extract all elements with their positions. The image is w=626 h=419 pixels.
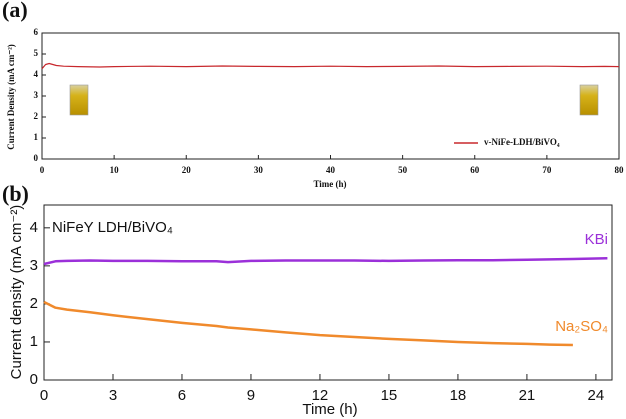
x-tick-label: 15	[381, 387, 398, 404]
series-line	[41, 62, 620, 70]
x-tick-label: 30	[254, 165, 264, 175]
x-axis-label: Time (h)	[313, 179, 346, 189]
panel-label: (a)	[2, 0, 28, 22]
series-label: Na₂SO₄	[555, 318, 608, 335]
y-tick-label: 3	[30, 257, 38, 274]
y-tick-label: 0	[30, 371, 38, 388]
y-tick-label: 1	[34, 132, 39, 142]
x-tick-label: 0	[40, 165, 45, 175]
x-axis-label: Time (h)	[302, 401, 357, 418]
chart-title: NiFeY LDH/BiVO₄	[52, 219, 173, 236]
x-tick-label: 0	[40, 387, 48, 404]
x-tick-label: 10	[110, 165, 120, 175]
x-tick-label: 80	[615, 165, 625, 175]
y-axis-label: Current Density (mA cm⁻²)	[6, 44, 16, 150]
x-tick-label: 50	[398, 165, 408, 175]
y-tick-label: 4	[34, 69, 39, 79]
y-tick-label: 4	[30, 219, 38, 236]
series-label: KBi	[585, 231, 608, 248]
series-line	[43, 257, 608, 266]
x-tick-label: 9	[247, 387, 255, 404]
panel-a: (a) 0 10 20 30 40 50 60 70 80 0 1 2 3 4 5 6 Time (h) Curre…	[2, 0, 624, 189]
x-tick-label: 70	[542, 165, 552, 175]
y-tick-label: 2	[34, 111, 39, 121]
series-line	[43, 300, 573, 347]
y-tick-label: 0	[34, 153, 39, 163]
x-tick-label: 6	[178, 387, 186, 404]
x-tick-label: 18	[450, 387, 467, 404]
y-tick-label: 1	[30, 333, 38, 350]
y-tick-label: 2	[30, 295, 38, 312]
sample-photo	[579, 84, 599, 116]
x-tick-label: 24	[588, 387, 605, 404]
x-tick-label: 20	[182, 165, 192, 175]
y-tick-label: 6	[34, 27, 39, 37]
y-axis-label: Current density (mA cm⁻²)	[8, 205, 25, 380]
x-tick-label: 12	[312, 387, 329, 404]
sample-photo	[69, 84, 89, 116]
y-tick-label: 5	[34, 48, 39, 58]
x-tick-label: 3	[109, 387, 117, 404]
y-tick-label: 3	[34, 90, 39, 100]
legend-label: v-NiFe-LDH/BiVO₄	[484, 137, 560, 147]
x-tick-label: 21	[519, 387, 536, 404]
x-tick-label: 60	[470, 165, 480, 175]
x-tick-label: 40	[326, 165, 336, 175]
plot-frame	[43, 204, 613, 381]
panel-label: (b)	[2, 181, 29, 206]
